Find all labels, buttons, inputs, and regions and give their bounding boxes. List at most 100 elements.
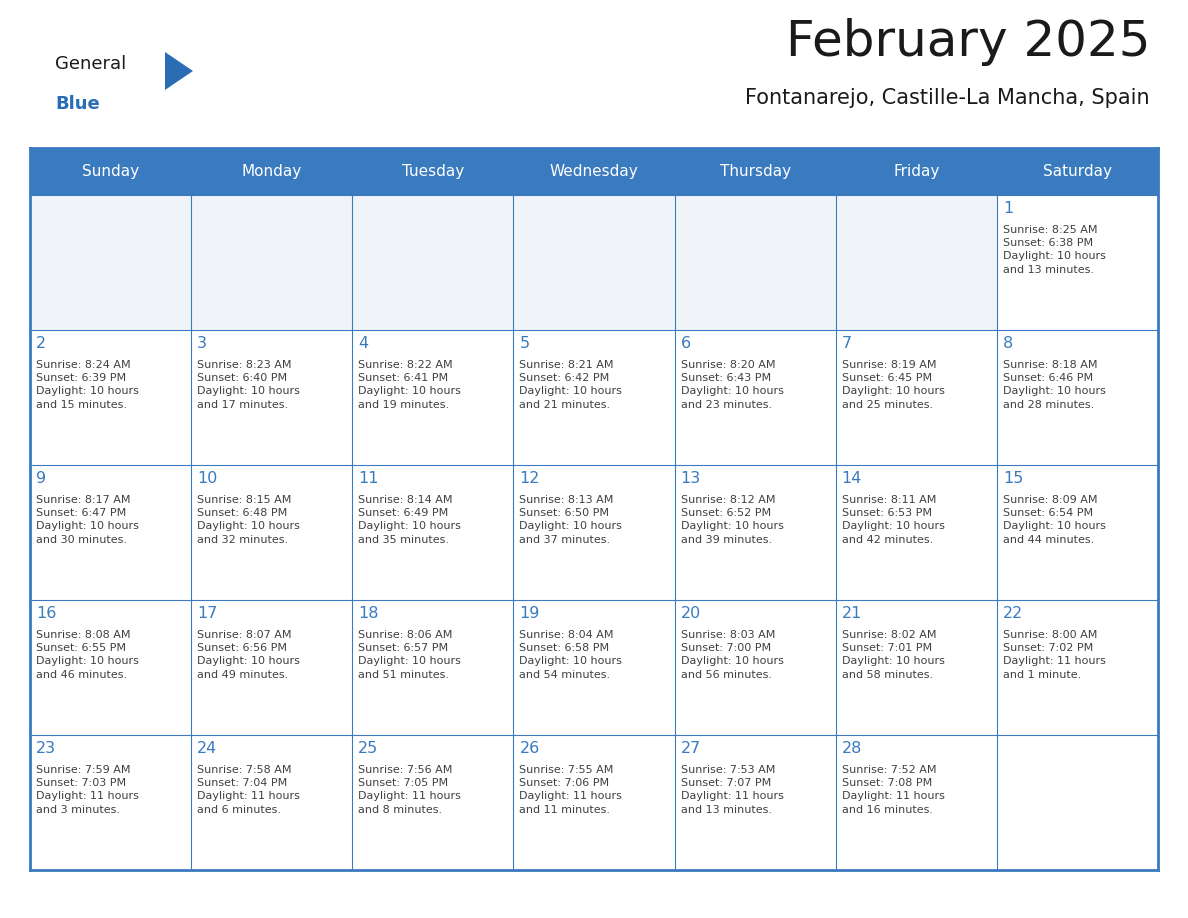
Text: Monday: Monday — [241, 164, 302, 179]
Text: 19: 19 — [519, 606, 539, 621]
Text: 28: 28 — [842, 741, 862, 756]
Text: 20: 20 — [681, 606, 701, 621]
Text: 6: 6 — [681, 336, 690, 351]
Text: Sunrise: 8:02 AM
Sunset: 7:01 PM
Daylight: 10 hours
and 58 minutes.: Sunrise: 8:02 AM Sunset: 7:01 PM Dayligh… — [842, 630, 944, 679]
Bar — [191, 465, 353, 600]
Text: Sunrise: 7:55 AM
Sunset: 7:06 PM
Daylight: 11 hours
and 11 minutes.: Sunrise: 7:55 AM Sunset: 7:06 PM Dayligh… — [519, 765, 623, 814]
Text: Sunrise: 8:20 AM
Sunset: 6:43 PM
Daylight: 10 hours
and 23 minutes.: Sunrise: 8:20 AM Sunset: 6:43 PM Dayligh… — [681, 360, 783, 409]
Bar — [353, 195, 513, 330]
Bar — [513, 465, 675, 600]
Text: Sunrise: 8:22 AM
Sunset: 6:41 PM
Daylight: 10 hours
and 19 minutes.: Sunrise: 8:22 AM Sunset: 6:41 PM Dayligh… — [359, 360, 461, 409]
Text: Tuesday: Tuesday — [402, 164, 465, 179]
Text: Sunrise: 8:14 AM
Sunset: 6:49 PM
Daylight: 10 hours
and 35 minutes.: Sunrise: 8:14 AM Sunset: 6:49 PM Dayligh… — [359, 495, 461, 544]
Bar — [675, 735, 835, 870]
Text: 22: 22 — [1003, 606, 1023, 621]
Text: 9: 9 — [36, 471, 46, 486]
Bar — [675, 465, 835, 600]
Text: Blue: Blue — [55, 95, 100, 113]
Bar — [353, 735, 513, 870]
Bar — [353, 600, 513, 735]
Bar — [513, 330, 675, 465]
Bar — [30, 148, 1158, 195]
Text: Sunrise: 8:08 AM
Sunset: 6:55 PM
Daylight: 10 hours
and 46 minutes.: Sunrise: 8:08 AM Sunset: 6:55 PM Dayligh… — [36, 630, 139, 679]
Bar — [835, 600, 997, 735]
Bar — [997, 735, 1158, 870]
Text: 24: 24 — [197, 741, 217, 756]
Bar — [513, 195, 675, 330]
Text: 5: 5 — [519, 336, 530, 351]
Text: Sunrise: 8:06 AM
Sunset: 6:57 PM
Daylight: 10 hours
and 51 minutes.: Sunrise: 8:06 AM Sunset: 6:57 PM Dayligh… — [359, 630, 461, 679]
Bar — [30, 735, 191, 870]
Text: Fontanarejo, Castille-La Mancha, Spain: Fontanarejo, Castille-La Mancha, Spain — [745, 88, 1150, 108]
Text: 21: 21 — [842, 606, 862, 621]
Text: 3: 3 — [197, 336, 207, 351]
Text: Thursday: Thursday — [720, 164, 791, 179]
Text: Sunrise: 8:09 AM
Sunset: 6:54 PM
Daylight: 10 hours
and 44 minutes.: Sunrise: 8:09 AM Sunset: 6:54 PM Dayligh… — [1003, 495, 1106, 544]
Polygon shape — [165, 52, 192, 90]
Bar — [675, 195, 835, 330]
Text: Sunrise: 7:56 AM
Sunset: 7:05 PM
Daylight: 11 hours
and 8 minutes.: Sunrise: 7:56 AM Sunset: 7:05 PM Dayligh… — [359, 765, 461, 814]
Text: 1: 1 — [1003, 201, 1013, 216]
Bar — [835, 465, 997, 600]
Text: Sunrise: 8:24 AM
Sunset: 6:39 PM
Daylight: 10 hours
and 15 minutes.: Sunrise: 8:24 AM Sunset: 6:39 PM Dayligh… — [36, 360, 139, 409]
Text: Sunrise: 8:11 AM
Sunset: 6:53 PM
Daylight: 10 hours
and 42 minutes.: Sunrise: 8:11 AM Sunset: 6:53 PM Dayligh… — [842, 495, 944, 544]
Text: 10: 10 — [197, 471, 217, 486]
Text: Sunrise: 8:03 AM
Sunset: 7:00 PM
Daylight: 10 hours
and 56 minutes.: Sunrise: 8:03 AM Sunset: 7:00 PM Dayligh… — [681, 630, 783, 679]
Bar — [353, 465, 513, 600]
Text: Wednesday: Wednesday — [550, 164, 638, 179]
Bar — [675, 600, 835, 735]
Bar — [191, 600, 353, 735]
Bar — [835, 195, 997, 330]
Text: Sunrise: 7:52 AM
Sunset: 7:08 PM
Daylight: 11 hours
and 16 minutes.: Sunrise: 7:52 AM Sunset: 7:08 PM Dayligh… — [842, 765, 944, 814]
Bar — [191, 735, 353, 870]
Text: 18: 18 — [359, 606, 379, 621]
Bar — [30, 330, 191, 465]
Text: Sunrise: 8:18 AM
Sunset: 6:46 PM
Daylight: 10 hours
and 28 minutes.: Sunrise: 8:18 AM Sunset: 6:46 PM Dayligh… — [1003, 360, 1106, 409]
Text: 15: 15 — [1003, 471, 1023, 486]
Text: 14: 14 — [842, 471, 862, 486]
Text: 13: 13 — [681, 471, 701, 486]
Text: Sunrise: 7:53 AM
Sunset: 7:07 PM
Daylight: 11 hours
and 13 minutes.: Sunrise: 7:53 AM Sunset: 7:07 PM Dayligh… — [681, 765, 783, 814]
Text: Sunrise: 7:58 AM
Sunset: 7:04 PM
Daylight: 11 hours
and 6 minutes.: Sunrise: 7:58 AM Sunset: 7:04 PM Dayligh… — [197, 765, 301, 814]
Text: Sunrise: 8:21 AM
Sunset: 6:42 PM
Daylight: 10 hours
and 21 minutes.: Sunrise: 8:21 AM Sunset: 6:42 PM Dayligh… — [519, 360, 623, 409]
Text: 2: 2 — [36, 336, 46, 351]
Bar — [513, 735, 675, 870]
Bar — [353, 330, 513, 465]
Bar — [30, 195, 191, 330]
Text: Sunrise: 8:23 AM
Sunset: 6:40 PM
Daylight: 10 hours
and 17 minutes.: Sunrise: 8:23 AM Sunset: 6:40 PM Dayligh… — [197, 360, 301, 409]
Text: 27: 27 — [681, 741, 701, 756]
Text: Sunrise: 7:59 AM
Sunset: 7:03 PM
Daylight: 11 hours
and 3 minutes.: Sunrise: 7:59 AM Sunset: 7:03 PM Dayligh… — [36, 765, 139, 814]
Bar — [30, 465, 191, 600]
Text: 23: 23 — [36, 741, 56, 756]
Text: 11: 11 — [359, 471, 379, 486]
Bar — [997, 465, 1158, 600]
Text: Sunrise: 8:25 AM
Sunset: 6:38 PM
Daylight: 10 hours
and 13 minutes.: Sunrise: 8:25 AM Sunset: 6:38 PM Dayligh… — [1003, 225, 1106, 274]
Text: 12: 12 — [519, 471, 539, 486]
Bar — [513, 600, 675, 735]
Bar — [191, 330, 353, 465]
Bar — [675, 330, 835, 465]
Bar — [997, 330, 1158, 465]
Text: 16: 16 — [36, 606, 56, 621]
Text: Sunrise: 8:15 AM
Sunset: 6:48 PM
Daylight: 10 hours
and 32 minutes.: Sunrise: 8:15 AM Sunset: 6:48 PM Dayligh… — [197, 495, 301, 544]
Text: 8: 8 — [1003, 336, 1013, 351]
Bar — [997, 600, 1158, 735]
Text: 7: 7 — [842, 336, 852, 351]
Text: Sunrise: 8:13 AM
Sunset: 6:50 PM
Daylight: 10 hours
and 37 minutes.: Sunrise: 8:13 AM Sunset: 6:50 PM Dayligh… — [519, 495, 623, 544]
Text: February 2025: February 2025 — [785, 18, 1150, 66]
Text: Friday: Friday — [893, 164, 940, 179]
Text: Sunrise: 8:17 AM
Sunset: 6:47 PM
Daylight: 10 hours
and 30 minutes.: Sunrise: 8:17 AM Sunset: 6:47 PM Dayligh… — [36, 495, 139, 544]
Text: Saturday: Saturday — [1043, 164, 1112, 179]
Text: Sunday: Sunday — [82, 164, 139, 179]
Bar — [30, 600, 191, 735]
Text: Sunrise: 8:00 AM
Sunset: 7:02 PM
Daylight: 11 hours
and 1 minute.: Sunrise: 8:00 AM Sunset: 7:02 PM Dayligh… — [1003, 630, 1106, 679]
Text: Sunrise: 8:12 AM
Sunset: 6:52 PM
Daylight: 10 hours
and 39 minutes.: Sunrise: 8:12 AM Sunset: 6:52 PM Dayligh… — [681, 495, 783, 544]
Text: Sunrise: 8:04 AM
Sunset: 6:58 PM
Daylight: 10 hours
and 54 minutes.: Sunrise: 8:04 AM Sunset: 6:58 PM Dayligh… — [519, 630, 623, 679]
Text: Sunrise: 8:07 AM
Sunset: 6:56 PM
Daylight: 10 hours
and 49 minutes.: Sunrise: 8:07 AM Sunset: 6:56 PM Dayligh… — [197, 630, 301, 679]
Text: 17: 17 — [197, 606, 217, 621]
Bar — [191, 195, 353, 330]
Text: Sunrise: 8:19 AM
Sunset: 6:45 PM
Daylight: 10 hours
and 25 minutes.: Sunrise: 8:19 AM Sunset: 6:45 PM Dayligh… — [842, 360, 944, 409]
Text: 4: 4 — [359, 336, 368, 351]
Text: 26: 26 — [519, 741, 539, 756]
Bar — [997, 195, 1158, 330]
